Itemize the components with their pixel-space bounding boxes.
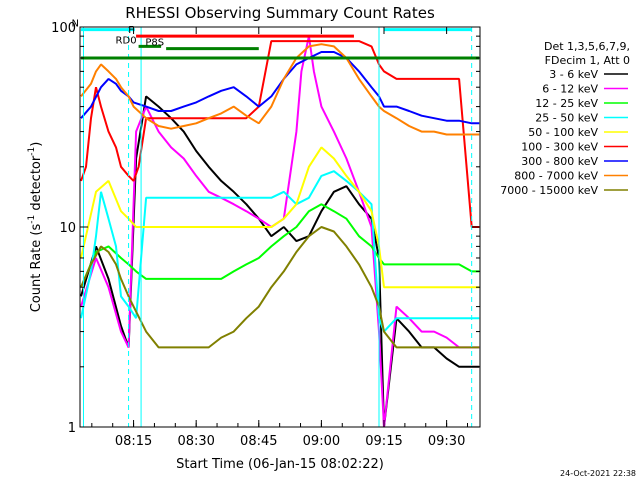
chart-title: RHESSI Observing Summary Count Rates bbox=[125, 4, 435, 22]
series-line-5 bbox=[80, 40, 480, 228]
series-layer bbox=[80, 35, 480, 428]
legend-label-2: 12 - 25 keV bbox=[535, 97, 598, 110]
flag-label-2: RD0 bbox=[116, 35, 137, 46]
axis-layer: 08:15 08:30 08:45 09:00 09:15 09:30 1 10 100 bbox=[51, 21, 480, 449]
x-tick-label-1: 08:30 bbox=[177, 434, 214, 449]
legend: Det 1,3,5,6,7,9,FDecim 1, Att 03 - 6 keV… bbox=[500, 40, 630, 197]
x-tick-label-2: 08:45 bbox=[240, 434, 277, 449]
y-tick-label-1: 10 bbox=[59, 221, 76, 236]
series-line-3 bbox=[80, 170, 480, 333]
flag-label-1: F bbox=[128, 25, 134, 36]
y-axis-label: Count Rate (s-1 detector-1) bbox=[27, 142, 44, 313]
series-line-4 bbox=[80, 146, 480, 289]
flag-label-3: P8S bbox=[145, 38, 164, 49]
x-tick-label-0: 08:15 bbox=[115, 434, 152, 449]
x-tick-label-5: 09:30 bbox=[428, 434, 465, 449]
legend-label-7: 800 - 7000 keV bbox=[514, 170, 598, 183]
legend-label-3: 25 - 50 keV bbox=[535, 112, 598, 125]
series-line-2 bbox=[80, 203, 480, 288]
series-line-8 bbox=[80, 226, 480, 349]
timestamp: 24-Oct-2021 22:38 bbox=[560, 469, 636, 478]
x-axis-label: Start Time (06-Jan-15 08:02:22) bbox=[176, 457, 384, 472]
flag-label-0: N bbox=[71, 19, 78, 30]
series-line-7 bbox=[80, 43, 480, 136]
legend-label-0: 3 - 6 keV bbox=[549, 68, 598, 81]
legend-label-8: 7000 - 15000 keV bbox=[500, 184, 598, 197]
legend-header-1: FDecim 1, Att 0 bbox=[545, 54, 630, 67]
x-tick-label-3: 09:00 bbox=[303, 434, 340, 449]
y-tick-label-2: 100 bbox=[51, 21, 76, 36]
legend-label-1: 6 - 12 keV bbox=[542, 83, 598, 96]
legend-header-0: Det 1,3,5,6,7,9, bbox=[544, 40, 630, 53]
legend-label-4: 50 - 100 keV bbox=[528, 126, 598, 139]
legend-label-6: 300 - 800 keV bbox=[521, 155, 598, 168]
y-tick-label-0: 1 bbox=[68, 421, 76, 436]
x-tick-label-4: 09:15 bbox=[365, 434, 402, 449]
legend-label-5: 100 - 300 keV bbox=[521, 141, 598, 154]
